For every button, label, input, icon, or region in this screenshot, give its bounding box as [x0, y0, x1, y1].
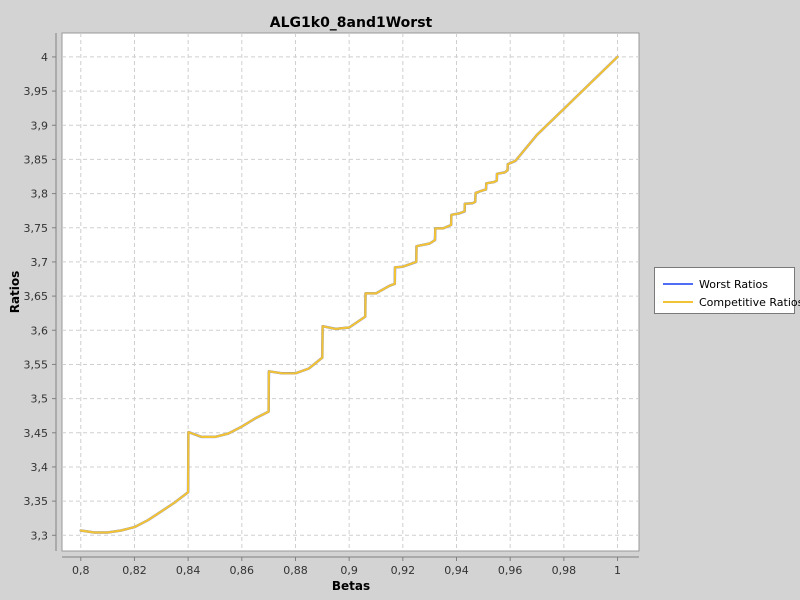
x-tick-label: 0,9 [340, 564, 358, 577]
series-group [79, 55, 619, 534]
y-axis-label: Ratios [8, 271, 22, 314]
legend-label-competitive-ratios: Competitive Ratios [699, 295, 800, 309]
legend-label-worst-ratios: Worst Ratios [699, 277, 768, 291]
y-tick-label: 3,45 [24, 427, 49, 440]
x-axis: 0,8 0,82 0,84 0,86 0,88 0,9 0,92 0,94 0,96 0,98 1 [62, 556, 639, 577]
y-tick-label: 3,75 [24, 222, 49, 235]
x-tick-label: 0,94 [444, 564, 469, 577]
x-tick-label: 0,86 [230, 564, 255, 577]
y-tick-label: 3,8 [31, 188, 49, 201]
legend: Worst Ratios Competitive Ratios [654, 267, 800, 314]
x-tick-label: 0,82 [122, 564, 147, 577]
x-axis-label: Betas [332, 579, 370, 593]
y-tick-label: 3,3 [31, 529, 49, 542]
legend-swatch-competitive-ratios [663, 301, 693, 303]
legend-swatch-worst-ratios [663, 283, 693, 285]
y-tick-label: 3,65 [24, 290, 49, 303]
legend-item-competitive-ratios: Competitive Ratios [663, 295, 800, 309]
y-tick-label: 3,9 [31, 119, 49, 132]
y-tick-label: 3,4 [31, 461, 49, 474]
series-line-competitive-ratios [79, 55, 619, 534]
legend-item-worst-ratios: Worst Ratios [663, 277, 768, 291]
y-tick-label: 3,7 [31, 256, 49, 269]
x-tick-label: 0,8 [72, 564, 90, 577]
y-tick-label: 3,85 [24, 153, 49, 166]
x-tick-label: 0,96 [498, 564, 523, 577]
grid-lines [62, 33, 639, 551]
y-tick-label: 3,35 [24, 495, 49, 508]
x-tick-label: 1 [614, 564, 621, 577]
x-tick-label: 0,92 [391, 564, 416, 577]
y-tick-label: 3,5 [31, 393, 49, 406]
x-tick-label: 0,84 [176, 564, 201, 577]
x-tick-label: 0,98 [552, 564, 577, 577]
x-tick-label: 0,88 [283, 564, 308, 577]
y-tick-label: 3,55 [24, 358, 49, 371]
plot-area [61, 32, 640, 552]
chart-title: ALG1k0_8and1Worst [270, 15, 433, 31]
y-tick-label: 3,6 [31, 324, 49, 337]
y-axis: 3,3 3,35 3,4 3,45 3,5 3,55 3,6 3,65 3,7 3,75 3,8 3,… [24, 33, 57, 551]
y-tick-label: 4 [41, 51, 48, 64]
y-tick-label: 3,95 [24, 85, 49, 98]
